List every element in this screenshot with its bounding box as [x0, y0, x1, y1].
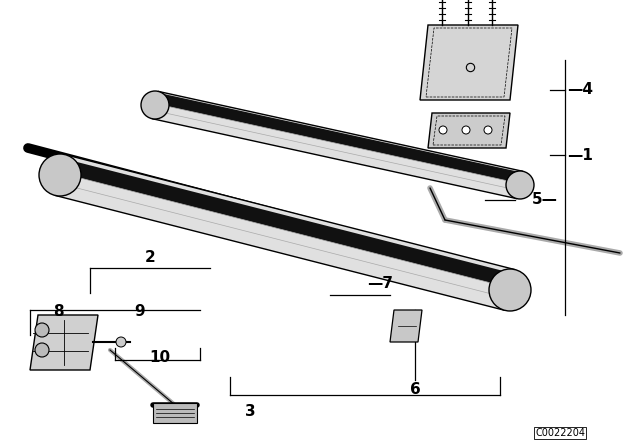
Circle shape: [506, 171, 534, 199]
Circle shape: [489, 269, 531, 311]
Text: 5—: 5—: [532, 193, 558, 207]
Polygon shape: [152, 91, 523, 198]
Text: 8: 8: [52, 305, 63, 319]
Text: 10: 10: [149, 350, 171, 366]
Polygon shape: [156, 93, 523, 184]
Polygon shape: [390, 310, 422, 342]
Circle shape: [116, 337, 126, 347]
Polygon shape: [420, 25, 518, 100]
Circle shape: [35, 323, 49, 337]
Polygon shape: [61, 159, 514, 288]
Polygon shape: [30, 315, 98, 370]
Circle shape: [35, 343, 49, 357]
Circle shape: [141, 91, 169, 119]
Text: 2: 2: [145, 250, 156, 266]
Circle shape: [484, 126, 492, 134]
Polygon shape: [55, 155, 515, 310]
Circle shape: [439, 126, 447, 134]
Text: 9: 9: [134, 305, 145, 319]
Text: —4: —4: [567, 82, 593, 98]
Text: —7: —7: [367, 276, 393, 290]
Text: C0022204: C0022204: [535, 428, 585, 438]
Circle shape: [462, 126, 470, 134]
Text: 6: 6: [410, 383, 420, 397]
Text: —1: —1: [567, 147, 593, 163]
Polygon shape: [428, 113, 510, 148]
Polygon shape: [153, 403, 197, 423]
Text: 3: 3: [244, 405, 255, 419]
Circle shape: [39, 154, 81, 196]
